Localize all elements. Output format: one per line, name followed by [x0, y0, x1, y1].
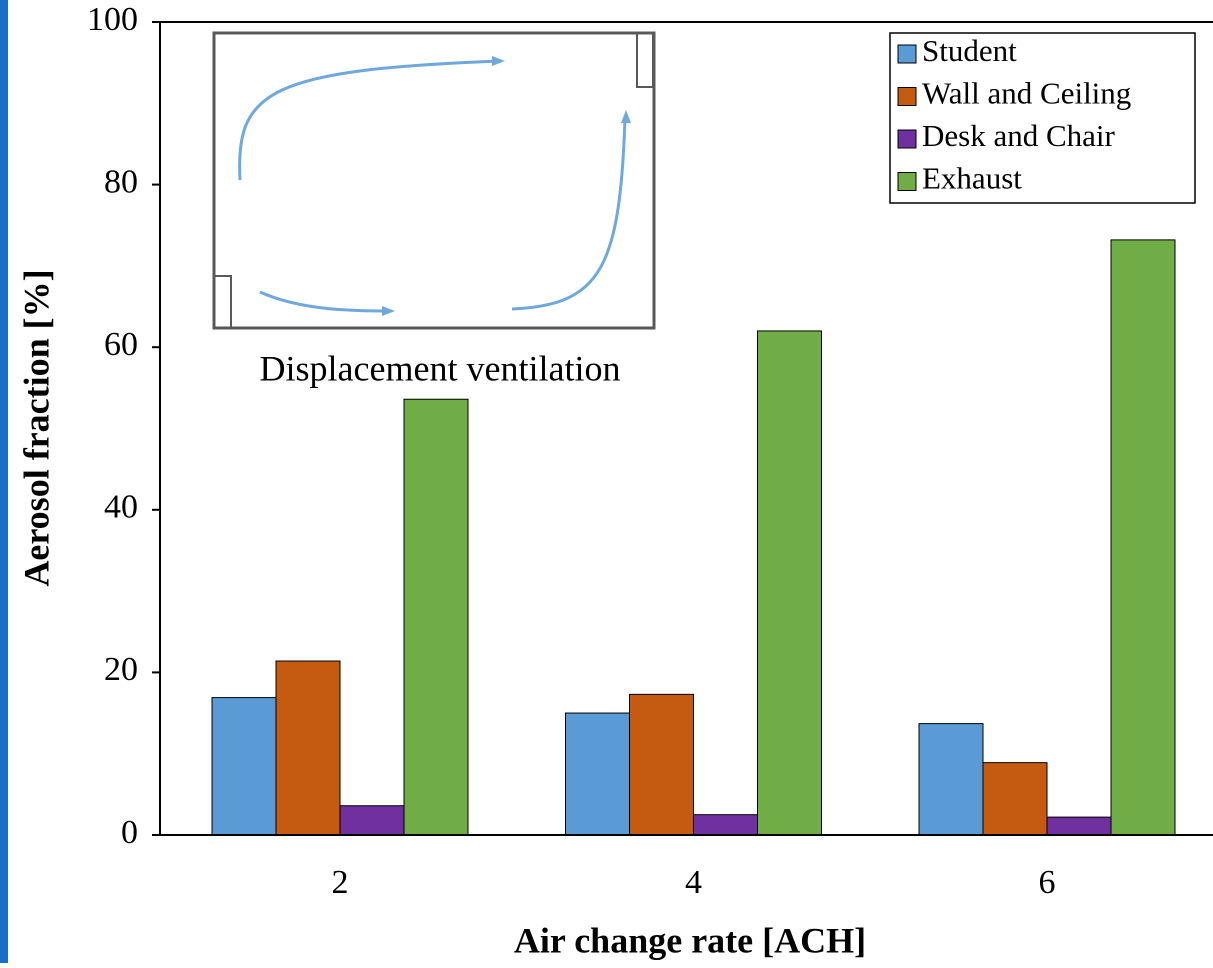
y-tick-label: 20 [104, 651, 138, 688]
legend-swatch [897, 87, 917, 106]
bar [918, 723, 984, 836]
bar [211, 697, 277, 836]
bar [693, 814, 758, 836]
legend-label: Student [922, 33, 1017, 68]
bar [275, 660, 341, 836]
bar [757, 330, 822, 836]
legend-label: Desk and Chair [922, 118, 1116, 153]
bar [982, 762, 1048, 836]
x-tick-label: 6 [1039, 864, 1056, 901]
bar [339, 805, 405, 836]
bar [629, 693, 694, 836]
bar [565, 712, 630, 836]
x-tick-label: 2 [332, 864, 349, 901]
legend-swatch [897, 44, 917, 64]
x-axis-title: Air change rate [ACH] [514, 920, 866, 960]
legend-label: Wall and Ceiling [922, 76, 1131, 111]
bar [1110, 239, 1176, 836]
legend-box [889, 32, 1196, 204]
y-tick-label: 80 [104, 163, 138, 200]
x-tick-label: 4 [685, 864, 702, 901]
legend-label: Exhaust [922, 161, 1022, 196]
side-stripe [0, 0, 8, 963]
bar [1046, 816, 1112, 836]
y-tick-label: 60 [104, 326, 138, 363]
y-axis-title: Aerosol fraction [%] [16, 269, 56, 586]
y-tick-label: 100 [87, 1, 138, 38]
bar [403, 398, 469, 836]
y-tick-label: 40 [104, 489, 138, 526]
legend-swatch [897, 129, 917, 149]
annotation: Displacement ventilation [260, 348, 621, 388]
legend-swatch [897, 172, 917, 191]
inset-diagram [212, 31, 656, 330]
y-tick-label: 0 [121, 814, 138, 851]
